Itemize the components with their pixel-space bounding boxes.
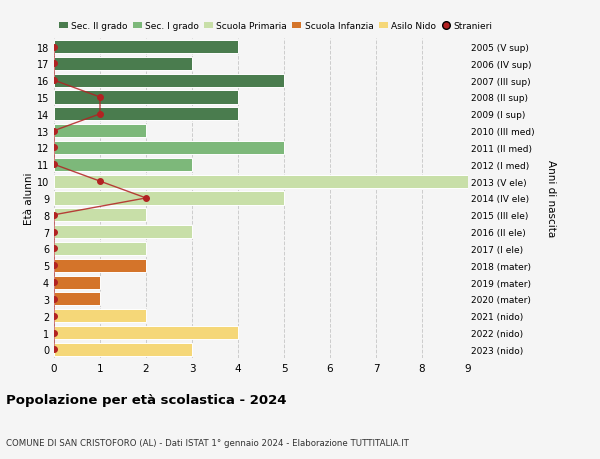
Bar (54, 209, 146, 222)
Bar (54, 158, 192, 172)
Bar (54, 192, 284, 205)
Bar (54, 141, 284, 155)
Bar (54, 326, 238, 339)
Y-axis label: Anni di nascita: Anni di nascita (545, 160, 556, 237)
Bar (54, 108, 238, 121)
Bar (54, 309, 146, 323)
Bar (54, 125, 146, 138)
Text: COMUNE DI SAN CRISTOFORO (AL) - Dati ISTAT 1° gennaio 2024 - Elaborazione TUTTIT: COMUNE DI SAN CRISTOFORO (AL) - Dati IST… (6, 438, 409, 448)
Bar (54, 259, 146, 272)
Text: Popolazione per età scolastica - 2024: Popolazione per età scolastica - 2024 (6, 393, 287, 406)
Bar (54, 293, 100, 306)
Bar (54, 58, 192, 71)
Bar (54, 242, 146, 256)
Bar (54, 343, 192, 356)
Y-axis label: Età alunni: Età alunni (24, 172, 34, 225)
Bar (54, 175, 468, 188)
Bar (54, 91, 238, 104)
Bar (54, 74, 284, 88)
Bar (54, 225, 192, 239)
Bar (54, 276, 100, 289)
Legend: Sec. II grado, Sec. I grado, Scuola Primaria, Scuola Infanzia, Asilo Nido, Stran: Sec. II grado, Sec. I grado, Scuola Prim… (59, 22, 493, 31)
Bar (54, 41, 238, 54)
